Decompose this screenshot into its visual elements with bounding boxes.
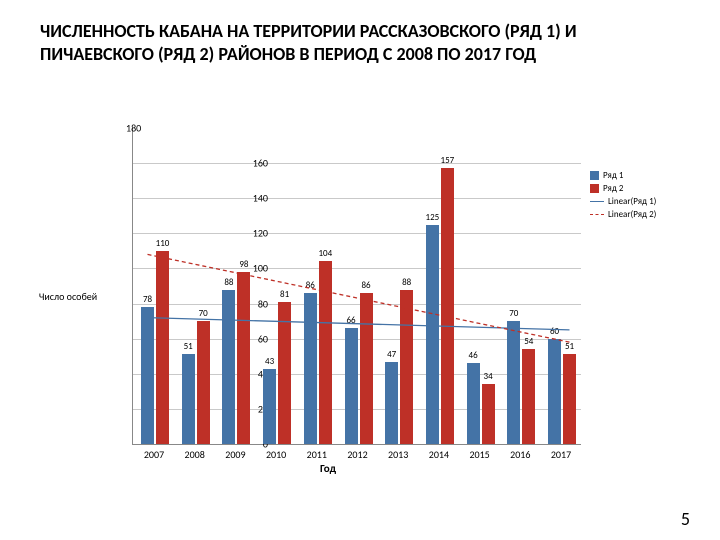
bar-label: 104 [318, 248, 332, 259]
bar-label: 157 [441, 155, 455, 166]
bar-series1 [263, 369, 276, 444]
bar-label: 125 [426, 212, 440, 223]
bar-series2 [156, 251, 169, 444]
legend-swatch [590, 171, 599, 180]
legend-label: Linear(Ряд 2) [608, 209, 656, 220]
legend-line [590, 214, 604, 215]
plot-area: 78 110 51 70 88 98 43 81 86 104 66 86 47 88 125 157 46 34… [132, 128, 581, 445]
x-tick: 2011 [307, 448, 327, 461]
bar-label: 86 [361, 280, 370, 291]
bar-series2 [237, 272, 250, 444]
bar-series1 [467, 363, 480, 444]
bar-series1 [507, 321, 520, 444]
bar-label: 60 [550, 326, 559, 337]
bar-label: 51 [184, 341, 193, 352]
bar-series2 [319, 261, 332, 444]
bar-series1 [385, 362, 398, 445]
bar-series1 [304, 293, 317, 444]
y-axis-label: Число особей [38, 290, 98, 303]
bar-series2 [400, 290, 413, 444]
bar-series2 [278, 302, 291, 444]
bar-label: 70 [509, 308, 518, 319]
x-axis-label: Год [320, 462, 336, 475]
bar-series2 [522, 349, 535, 444]
bar-series2 [441, 168, 454, 444]
x-tick: 2010 [266, 448, 286, 461]
bar-label: 46 [469, 350, 478, 361]
bar-label: 47 [387, 349, 396, 360]
bar-series2 [563, 354, 576, 444]
bars-container: 78 110 51 70 88 98 43 81 86 104 66 86 47 88 125 157 46 34… [133, 128, 581, 444]
bar-series2 [482, 384, 495, 444]
legend-label: Ряд 2 [603, 183, 623, 194]
legend-swatch [590, 184, 599, 193]
x-tick: 2016 [510, 448, 530, 461]
x-tick: 2015 [469, 448, 489, 461]
bar-label: 110 [156, 238, 170, 249]
bar-series1 [182, 354, 195, 444]
x-tick: 2017 [551, 448, 571, 461]
bar-series1 [345, 328, 358, 444]
x-tick: 2009 [225, 448, 245, 461]
x-tick: 2012 [347, 448, 367, 461]
bar-label: 78 [143, 294, 152, 305]
bar-label: 86 [306, 280, 315, 291]
bar-series2 [360, 293, 373, 444]
legend-item: Ряд 1 [590, 170, 656, 181]
bar-label: 51 [565, 341, 574, 352]
bar-label: 88 [402, 277, 411, 288]
bar-series1 [141, 307, 154, 444]
legend-label: Ряд 1 [603, 170, 623, 181]
legend-label: Linear(Ряд 1) [608, 196, 656, 207]
page-number: 5 [681, 508, 690, 530]
x-tick: 2007 [144, 448, 164, 461]
x-tick: 2013 [388, 448, 408, 461]
bar-series1 [222, 290, 235, 444]
bar-label: 88 [224, 277, 233, 288]
legend-item: Ряд 2 [590, 183, 656, 194]
page-title: ЧИСЛЕННОСТЬ КАБАНА НА ТЕРРИТОРИИ РАССКАЗ… [40, 20, 660, 67]
bar-label: 98 [239, 259, 248, 270]
bar-label: 34 [484, 371, 493, 382]
bar-label: 70 [199, 308, 208, 319]
bar-label: 43 [265, 356, 274, 367]
bar-series1 [426, 225, 439, 444]
bar-series2 [197, 321, 210, 444]
bar-label: 81 [280, 289, 289, 300]
x-tick: 2008 [185, 448, 205, 461]
legend: Ряд 1 Ряд 2 Linear(Ряд 1) Linear(Ряд 2) [590, 170, 656, 222]
bar-series1 [548, 339, 561, 444]
legend-item: Linear(Ряд 1) [590, 196, 656, 207]
legend-item: Linear(Ряд 2) [590, 209, 656, 220]
legend-line [590, 201, 604, 202]
bar-label: 66 [346, 315, 355, 326]
bar-label: 54 [524, 336, 533, 347]
x-tick: 2014 [429, 448, 449, 461]
